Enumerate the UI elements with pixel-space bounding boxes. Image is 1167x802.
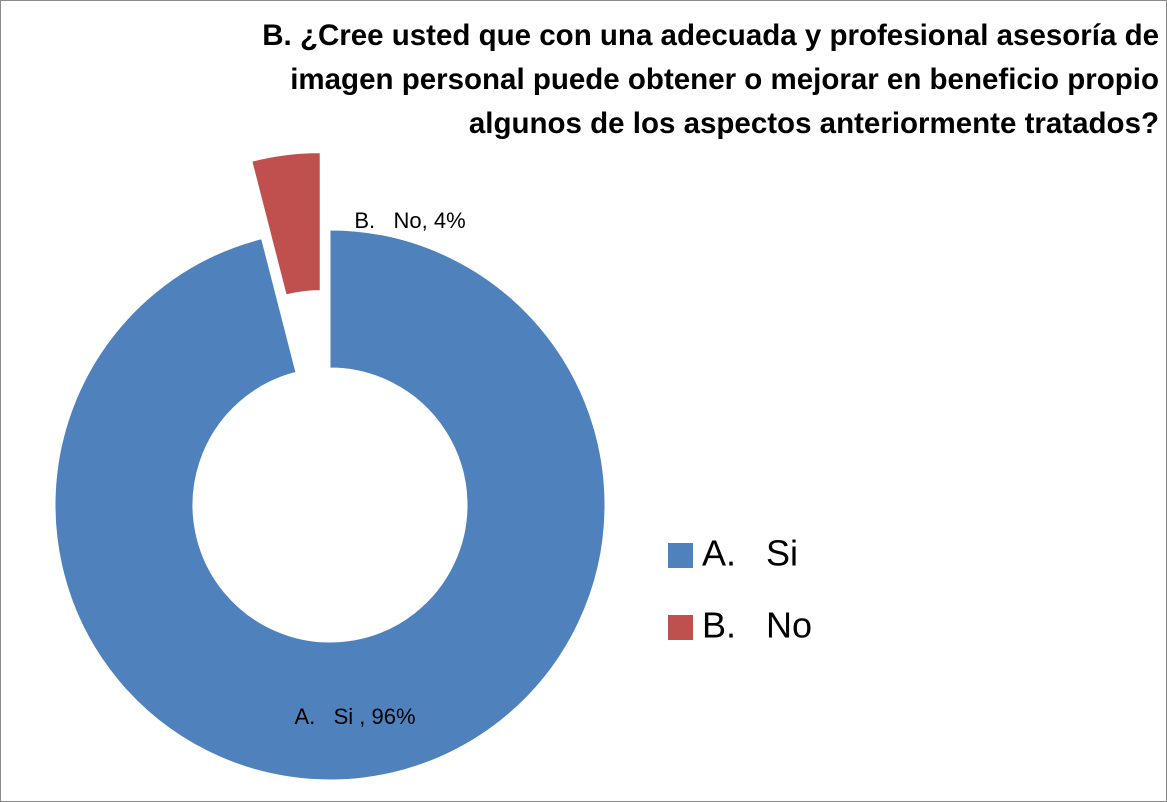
legend-swatch bbox=[668, 543, 693, 568]
legend-label: B. No bbox=[702, 605, 812, 646]
chart-title: B. ¿Cree usted que con una adecuada y pr… bbox=[262, 19, 1159, 140]
data-label: A. Si , 96% bbox=[294, 704, 415, 729]
legend-swatch bbox=[668, 615, 693, 640]
donut-slice bbox=[54, 229, 606, 781]
data-label: B. No, 4% bbox=[354, 208, 465, 233]
donut-slice bbox=[251, 152, 321, 296]
legend-label: A. Si bbox=[702, 533, 798, 574]
